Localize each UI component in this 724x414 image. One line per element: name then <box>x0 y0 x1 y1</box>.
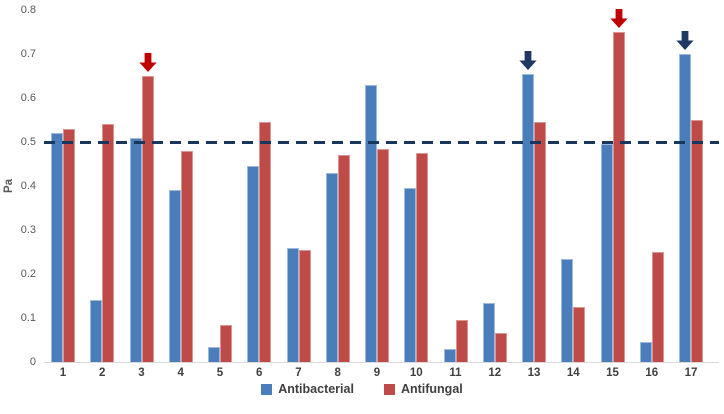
y-tick-label: 0.4 <box>20 180 36 192</box>
bar-antifungal-13 <box>534 122 546 362</box>
x-tick-label: 9 <box>373 367 381 379</box>
x-tick-label: 4 <box>177 367 184 379</box>
bar-antifungal-2 <box>102 124 115 362</box>
bar-antibacterial-15 <box>600 144 613 362</box>
down-arrow-icon <box>609 9 628 28</box>
legend: Antibacterial Antifungal <box>0 382 724 396</box>
x-tick-label: 1 <box>59 367 67 379</box>
bar-antifungal-17 <box>691 120 703 362</box>
y-tick-label: 0.3 <box>20 224 36 236</box>
y-tick-label: 0.6 <box>20 92 36 104</box>
bar-antifungal-12 <box>494 333 507 362</box>
bar-antibacterial-3 <box>129 138 142 362</box>
x-tick-label: 5 <box>216 367 224 379</box>
y-axis-title: Pa <box>3 178 15 194</box>
x-tick-label: 17 <box>684 367 698 379</box>
down-arrow-icon <box>519 51 537 70</box>
bar-antibacterial-2 <box>90 300 103 362</box>
y-tick-label: 0.8 <box>20 4 36 16</box>
bar-antibacterial-6 <box>247 166 260 362</box>
y-tick-label: 0.5 <box>20 136 36 148</box>
bar-antibacterial-17 <box>679 54 691 362</box>
bar-antibacterial-13 <box>522 74 534 362</box>
x-tick-label: 12 <box>488 367 502 379</box>
bar-antifungal-14 <box>573 307 586 362</box>
x-tick-label: 10 <box>409 367 423 379</box>
bar-antifungal-3 <box>141 76 154 362</box>
bar-antifungal-11 <box>455 320 468 362</box>
antibacterial-swatch-icon <box>261 383 273 395</box>
reference-line <box>44 141 719 144</box>
x-tick-label: 2 <box>99 367 106 379</box>
x-tick-label: 6 <box>256 367 263 379</box>
down-arrow-icon <box>676 31 694 50</box>
bar-antifungal-10 <box>416 153 429 362</box>
x-tick-label: 11 <box>449 367 462 379</box>
bar-antibacterial-9 <box>365 85 377 362</box>
x-axis-line <box>44 362 719 363</box>
bar-antibacterial-4 <box>168 190 181 362</box>
bar-antifungal-16 <box>651 252 664 362</box>
bar-antifungal-6 <box>259 122 272 362</box>
bar-antifungal-4 <box>180 151 193 362</box>
legend-label: Antifungal <box>400 382 463 396</box>
x-tick-label: 8 <box>334 367 341 379</box>
bar-antifungal-8 <box>337 155 350 362</box>
bar-antibacterial-7 <box>286 248 299 362</box>
x-tick-label: 13 <box>527 367 541 379</box>
bar-antibacterial-5 <box>208 347 220 362</box>
bar-antifungal-7 <box>298 250 311 362</box>
bar-antibacterial-8 <box>325 173 338 362</box>
bar-antibacterial-12 <box>482 303 495 362</box>
antifungal-swatch-icon <box>383 383 395 395</box>
bar-antifungal-5 <box>220 325 232 362</box>
y-tick-label: 0 <box>29 356 36 368</box>
x-tick-label: 7 <box>295 367 302 379</box>
bar-antibacterial-16 <box>639 342 652 362</box>
bar-antibacterial-1 <box>51 133 63 362</box>
legend-label: Antibacterial <box>278 382 354 396</box>
legend-item-antifungal: Antifungal <box>383 382 463 396</box>
x-tick-label: 16 <box>645 367 659 379</box>
down-arrow-icon <box>138 53 157 72</box>
bar-antibacterial-14 <box>561 259 574 362</box>
y-tick-label: 0.7 <box>20 48 36 60</box>
bar-antibacterial-10 <box>404 188 417 362</box>
bar-antifungal-15 <box>612 32 625 362</box>
legend-item-antibacterial: Antibacterial <box>261 382 354 396</box>
bar-antibacterial-11 <box>443 349 456 362</box>
bar-antifungal-1 <box>63 129 75 362</box>
bar-antifungal-9 <box>377 149 389 362</box>
y-tick-label: 0.1 <box>20 312 36 324</box>
x-tick-label: 14 <box>566 367 580 379</box>
x-tick-label: 15 <box>606 367 619 379</box>
y-tick-label: 0.2 <box>20 268 36 280</box>
x-tick-label: 3 <box>138 367 145 379</box>
